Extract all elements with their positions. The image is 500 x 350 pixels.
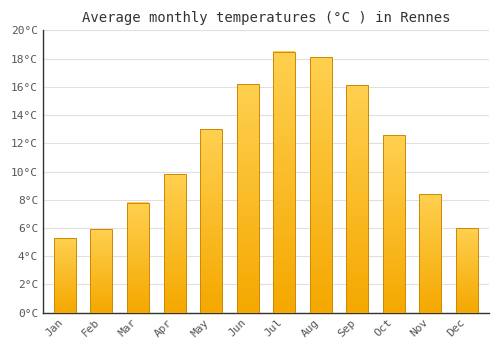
Bar	[273, 51, 295, 313]
Bar	[164, 174, 186, 313]
Bar	[54, 238, 76, 313]
Bar	[90, 229, 112, 313]
Bar	[127, 203, 149, 313]
Bar	[236, 84, 258, 313]
Bar	[346, 85, 368, 313]
Bar	[310, 57, 332, 313]
Bar	[383, 135, 405, 313]
Title: Average monthly temperatures (°C ) in Rennes: Average monthly temperatures (°C ) in Re…	[82, 11, 450, 25]
Bar	[420, 194, 442, 313]
Bar	[200, 129, 222, 313]
Bar	[456, 228, 478, 313]
